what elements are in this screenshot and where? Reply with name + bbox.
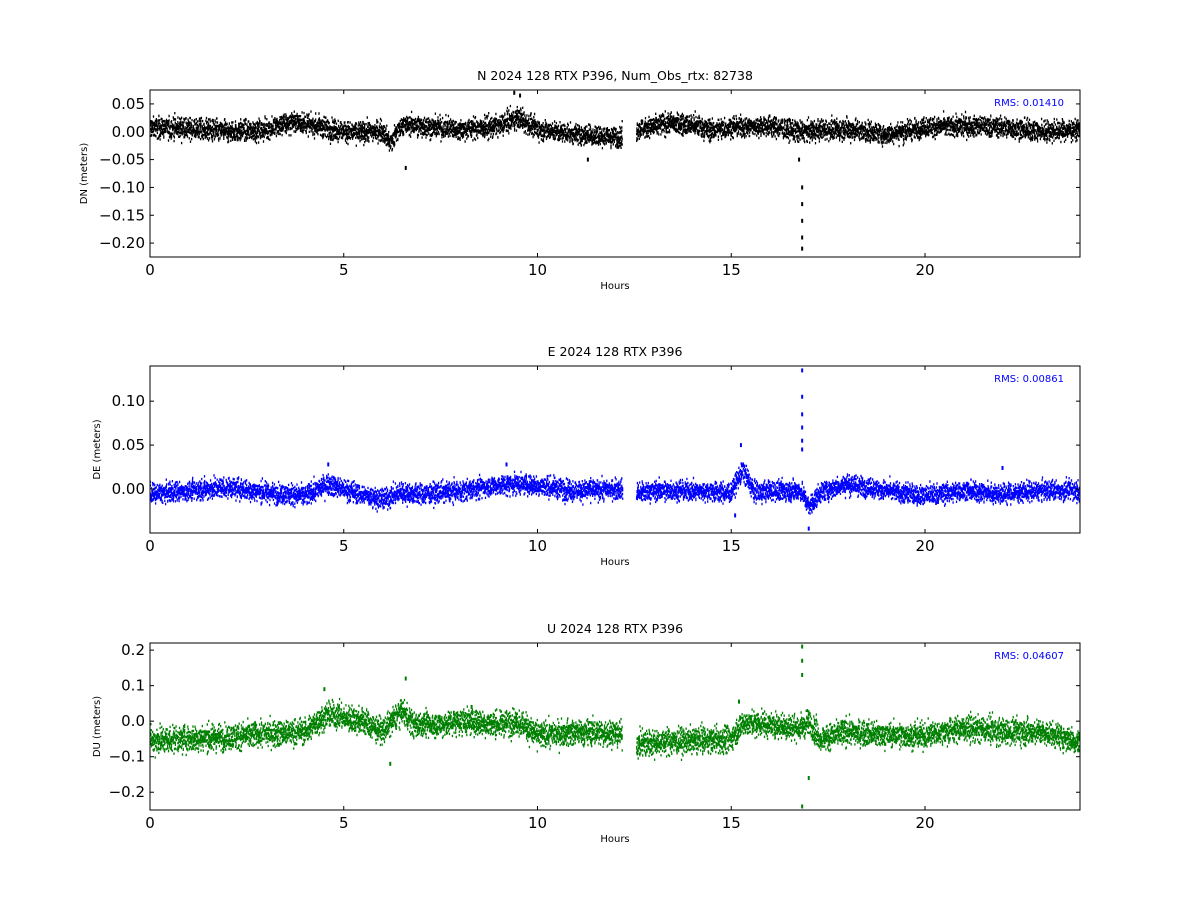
y-tick-label-up-4: −0.2	[109, 783, 145, 801]
y-tick-label-up-2: 0.0	[121, 712, 145, 730]
y-tick-label-up-3: −0.1	[109, 748, 145, 766]
outlier-point-north-2	[801, 218, 804, 223]
outlier-point-east-6	[739, 443, 742, 448]
panel-up: 0 5 10 15 20 0.2 0.1 0.0 −0.1 −0.2 U 2024 128 RTX …	[92, 621, 1081, 845]
y-tick-label-east-1: 0.05	[112, 436, 145, 454]
outlier-point-east-11	[734, 513, 737, 518]
x-tick-label-up-1: 5	[339, 814, 349, 832]
outlier-point-north-4	[801, 246, 804, 251]
outlier-point-up-3	[801, 804, 804, 809]
y-tick-label-up-0: 0.2	[121, 641, 145, 659]
y-tick-label-north-4: −0.15	[99, 206, 145, 224]
x-tick-label-east-0: 0	[145, 537, 155, 555]
x-tick-label-up-2: 10	[528, 814, 547, 832]
rms-annotation-east: RMS: 0.00861	[994, 374, 1064, 385]
x-tick-label-up-3: 15	[722, 814, 741, 832]
x-tick-label-north-2: 10	[528, 261, 547, 279]
chart-title-north: N 2024 128 RTX P396, Num_Obs_rtx: 82738	[477, 68, 753, 83]
outlier-point-east-7	[807, 526, 810, 531]
x-tick-label-north-0: 0	[145, 261, 155, 279]
outlier-point-east-10	[1001, 465, 1004, 470]
outlier-point-up-2	[801, 672, 804, 677]
x-tick-label-north-1: 5	[339, 261, 349, 279]
outlier-point-up-6	[323, 687, 326, 692]
y-tick-label-north-5: −0.20	[99, 234, 145, 252]
y-axis-label-up: DU (meters)	[92, 696, 103, 757]
series-path-east	[150, 462, 1080, 515]
outlier-point-north-1	[801, 202, 804, 207]
y-tick-label-east-2: 0.00	[112, 480, 145, 498]
panel-east: 0 5 10 15 20 0.10 0.05 0.00 E 2024 128 RTX P396 H…	[92, 344, 1081, 568]
y-tick-label-north-0: 0.05	[112, 95, 145, 113]
y-tick-label-north-1: 0.00	[112, 123, 145, 141]
x-tick-label-east-4: 20	[915, 537, 934, 555]
outlier-point-up-8	[738, 699, 740, 704]
x-tick-label-east-1: 5	[339, 537, 349, 555]
outlier-point-up-1	[801, 658, 804, 663]
x-axis-label-up: Hours	[600, 834, 629, 845]
axes-frame-up	[149, 642, 1081, 811]
outlier-point-east-0	[801, 368, 804, 373]
x-tick-label-north-3: 15	[722, 261, 741, 279]
data-points-east	[150, 368, 1080, 531]
x-tick-label-east-2: 10	[528, 537, 547, 555]
outlier-point-north-3	[801, 235, 804, 240]
y-axis-label-north: DN (meters)	[79, 143, 90, 205]
panel-north: 0 5 10 15 20 0.05 0.00 −0.05 −0.10 −0.15 −0.20 N 20…	[79, 68, 1081, 292]
data-points-up	[150, 644, 1080, 809]
y-tick-label-up-1: 0.1	[121, 677, 145, 695]
x-axis-label-north: Hours	[600, 281, 629, 292]
outlier-point-east-1	[801, 394, 804, 399]
outlier-point-east-3	[801, 425, 804, 430]
x-tick-label-up-4: 20	[915, 814, 934, 832]
rms-annotation-up: RMS: 0.04607	[994, 651, 1064, 662]
outlier-point-north-9	[798, 157, 801, 162]
outlier-point-north-0	[801, 185, 804, 190]
y-tick-label-north-3: −0.10	[99, 178, 145, 196]
outlier-point-north-5	[404, 165, 407, 170]
axes-frame-east	[149, 365, 1081, 534]
x-tick-label-up-0: 0	[145, 814, 155, 832]
outlier-point-north-8	[519, 93, 522, 98]
x-axis-label-east: Hours	[600, 557, 629, 568]
outlier-point-up-0	[801, 644, 804, 649]
x-tick-label-north-4: 20	[915, 261, 934, 279]
outlier-point-east-5	[801, 447, 804, 452]
x-tick-label-east-3: 15	[722, 537, 741, 555]
outlier-point-up-9	[470, 704, 473, 709]
axes-frame-north	[149, 89, 1081, 258]
outlier-point-up-5	[807, 776, 810, 781]
y-axis-label-east: DE (meters)	[92, 419, 103, 479]
series-path-north	[150, 104, 1080, 152]
outlier-point-north-7	[513, 90, 516, 95]
outlier-point-east-9	[327, 462, 330, 467]
series-path-up	[150, 697, 1080, 761]
y-tick-label-east-0: 0.10	[112, 392, 145, 410]
outlier-point-up-4	[404, 676, 407, 681]
chart-title-east: E 2024 128 RTX P396	[548, 344, 683, 359]
outlier-point-east-2	[801, 412, 804, 417]
outlier-point-east-4	[801, 438, 804, 443]
chart-title-up: U 2024 128 RTX P396	[547, 621, 683, 636]
data-points-north	[150, 90, 1080, 251]
y-tick-label-north-2: −0.05	[99, 151, 145, 169]
outlier-point-up-7	[389, 761, 392, 766]
outlier-point-north-6	[586, 157, 589, 162]
rms-annotation-north: RMS: 0.01410	[994, 98, 1064, 109]
outlier-point-east-8	[505, 462, 508, 467]
